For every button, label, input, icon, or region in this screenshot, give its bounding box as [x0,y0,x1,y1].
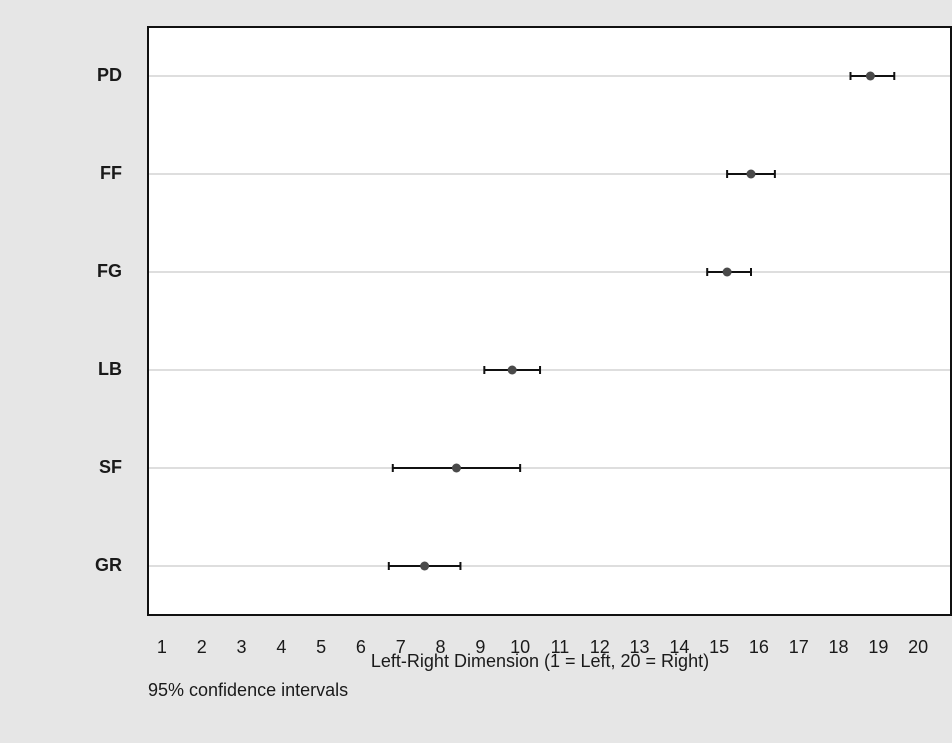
x-tick-label: 17 [789,637,809,657]
point [420,561,430,571]
x-tick-label: 13 [630,637,650,657]
x-tick-label: 3 [237,637,247,657]
x-tick-label: 1 [157,637,167,657]
x-tick-label: 11 [551,637,570,657]
x-tick-label: 16 [749,637,769,657]
x-tick-label: 8 [436,637,446,657]
x-tick-label: 18 [829,637,849,657]
category-label: FF [100,163,122,183]
x-tick-label: 12 [590,637,610,657]
category-label: FG [97,261,122,281]
x-tick-label: 6 [356,637,366,657]
x-tick-label: 9 [475,637,485,657]
x-tick-label: 5 [316,637,326,657]
point [746,169,756,179]
x-axis-label: Left-Right Dimension (1 = Left, 20 = Rig… [371,651,709,671]
x-tick-label: 15 [709,637,729,657]
x-tick-label: 2 [197,637,207,657]
category-label: SF [99,457,122,477]
x-tick-label: 20 [908,637,928,657]
x-tick-label: 7 [396,637,406,657]
note: 95% confidence intervals [148,680,348,700]
category-label: PD [97,65,122,85]
x-tick-label: 14 [669,637,689,657]
plot-area [147,26,952,616]
category-label: GR [95,555,122,575]
point [722,267,732,277]
point [451,463,461,473]
category-label: LB [98,359,122,379]
x-tick-label: 4 [276,637,286,657]
x-tick-label: 19 [868,637,888,657]
x-tick-label: 10 [510,637,530,657]
point [865,71,875,81]
point [507,365,517,375]
